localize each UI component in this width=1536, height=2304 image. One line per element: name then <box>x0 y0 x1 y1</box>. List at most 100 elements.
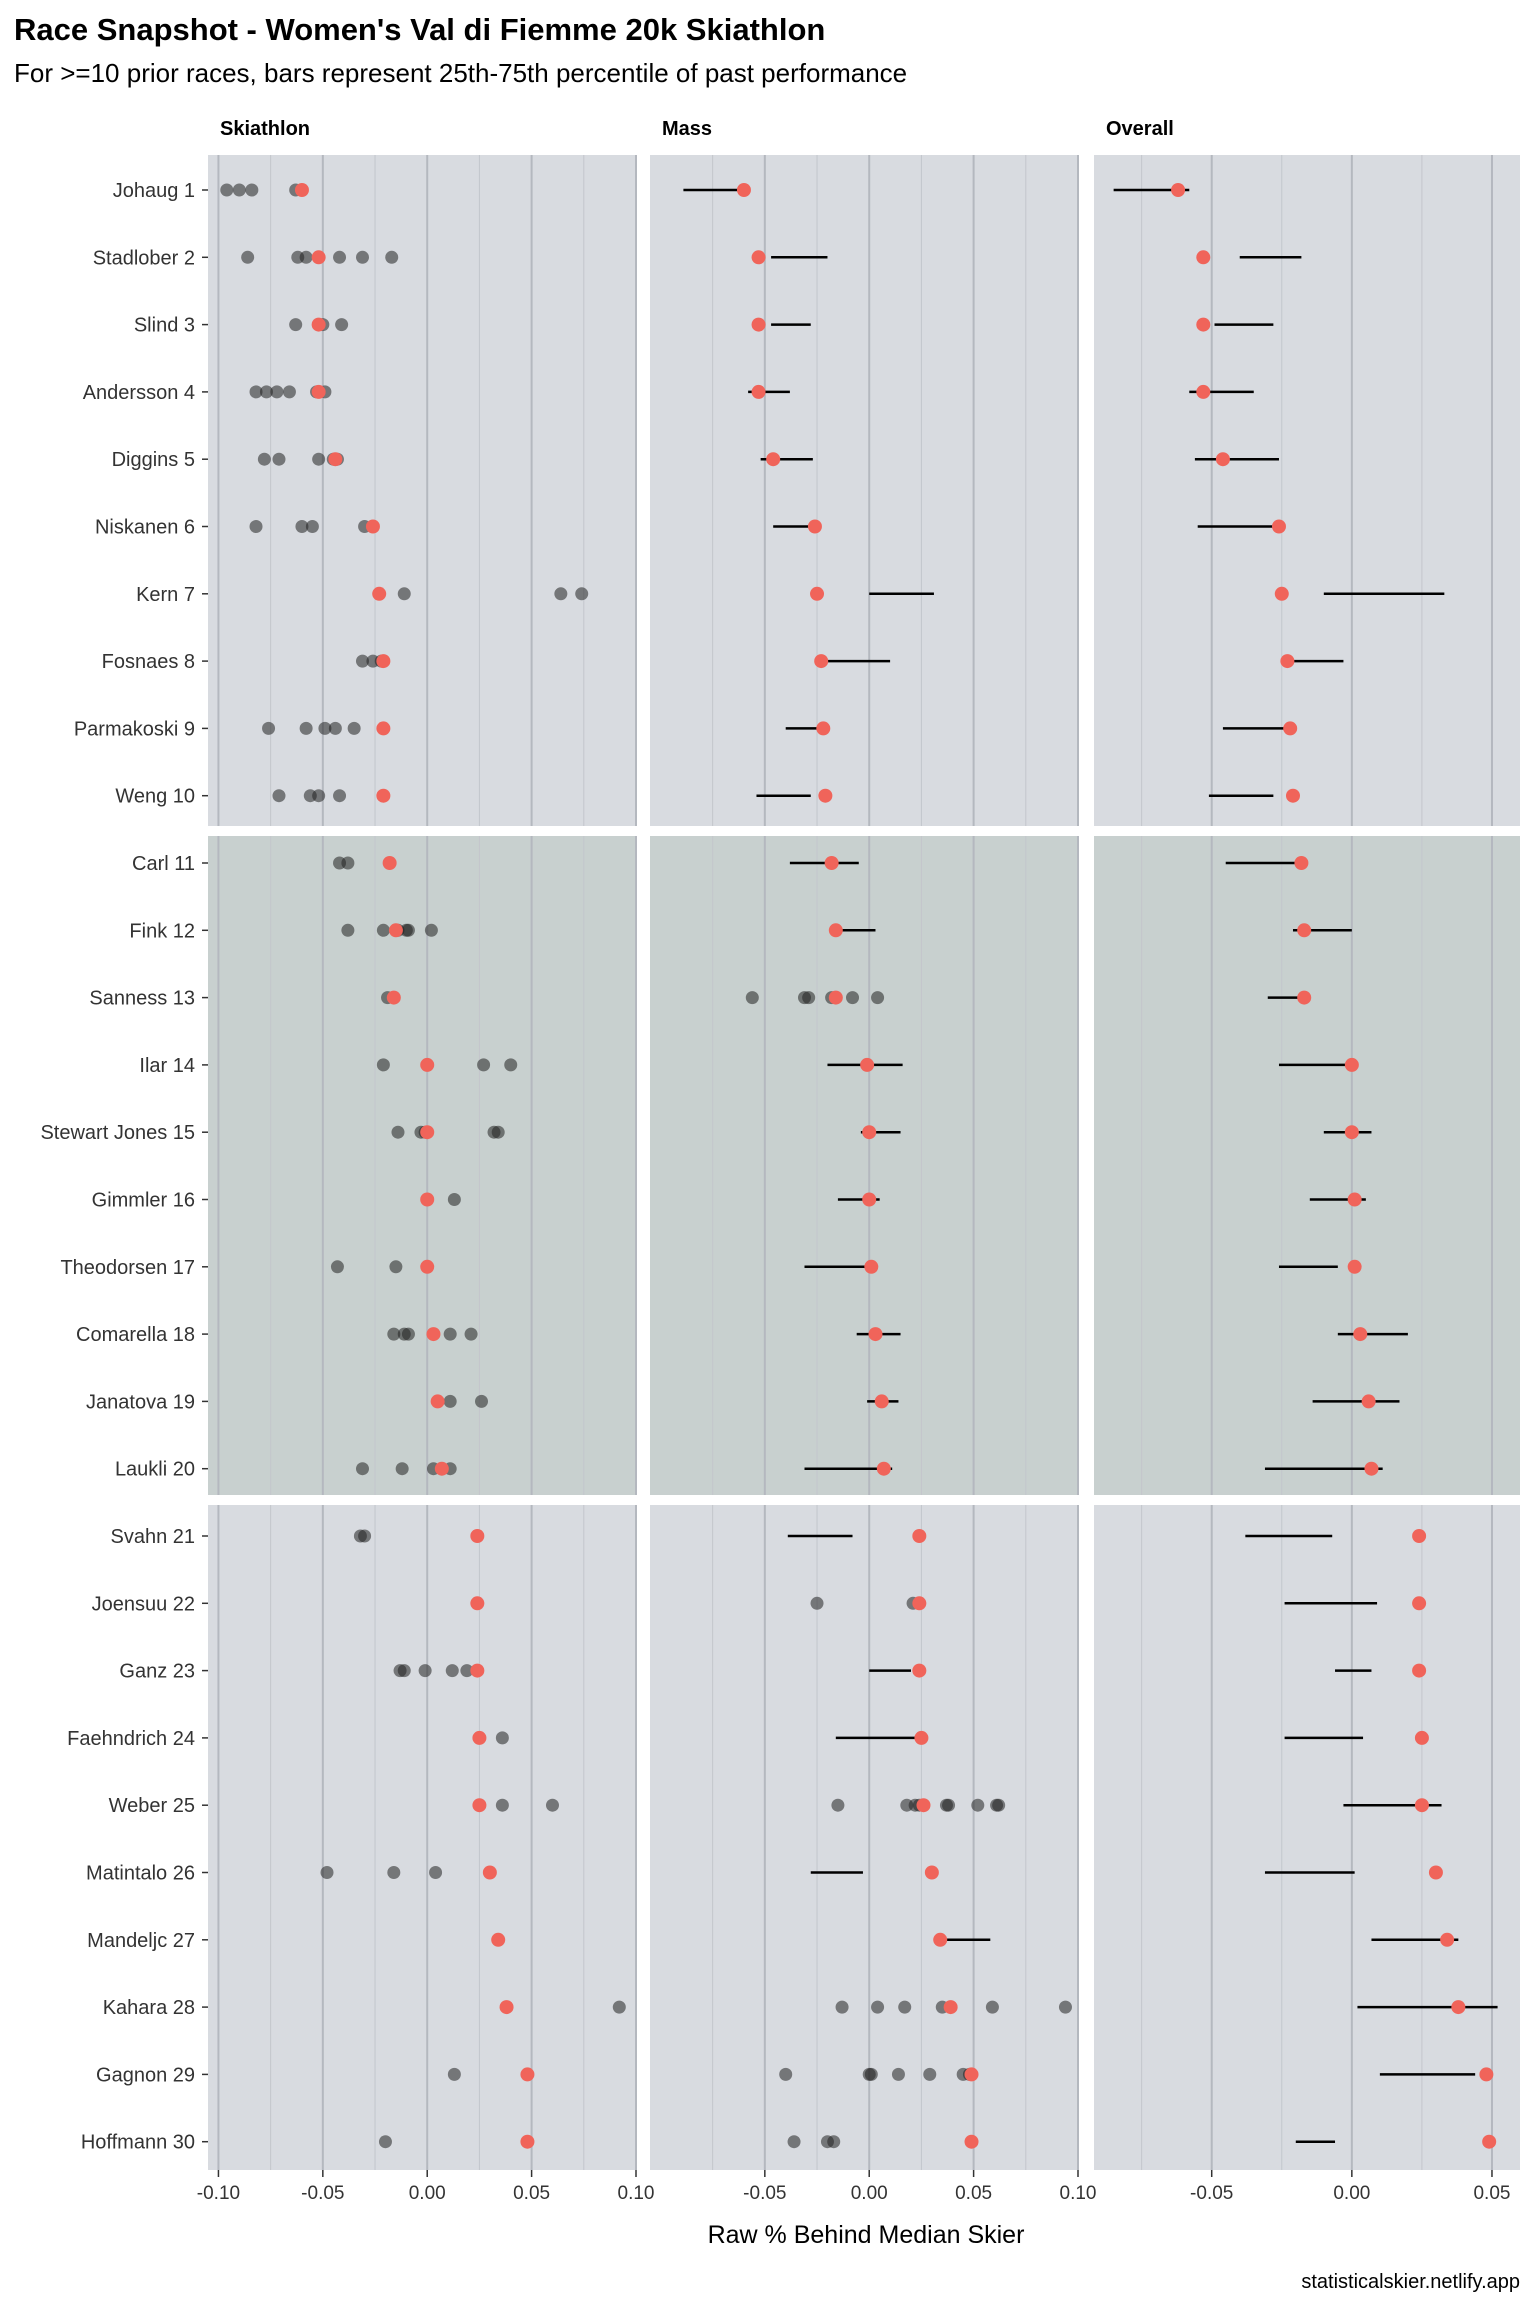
current-result-point <box>828 990 843 1005</box>
skier-label: Svahn 21 <box>110 1526 195 1548</box>
past-result-point <box>387 1866 401 1879</box>
x-tick-label: 0.00 <box>1333 2183 1370 2204</box>
chart-title: Race Snapshot - Women's Val di Fiemme 20… <box>14 12 825 47</box>
skier-label: Matintalo 26 <box>86 1863 195 1885</box>
skier-label: Hoffmann 30 <box>81 2132 195 2154</box>
current-result-point <box>1412 1529 1427 1543</box>
past-result-point <box>395 1462 409 1476</box>
skier-label: Parmakoski 9 <box>74 718 195 740</box>
past-result-point <box>347 721 361 735</box>
current-result-point <box>766 452 781 467</box>
panel-title-mass: Mass <box>662 118 712 140</box>
skier-label: Kahara 28 <box>103 1997 195 2019</box>
current-result-point <box>1440 1932 1455 1947</box>
past-result-point <box>299 721 313 735</box>
past-result-point <box>305 520 319 533</box>
current-result-point <box>472 1798 487 1813</box>
current-result-point <box>924 1865 939 1880</box>
past-result-point <box>871 2000 885 2014</box>
skier-label: Stewart Jones 15 <box>40 1122 195 1144</box>
past-result-point <box>220 183 234 197</box>
current-result-point <box>1414 1798 1429 1813</box>
skier-label: Johaug 1 <box>113 180 195 202</box>
past-result-point <box>249 385 263 399</box>
past-result-point <box>504 1058 518 1072</box>
skier-label: Slind 3 <box>134 315 195 337</box>
past-result-point <box>355 654 369 668</box>
past-result-point <box>241 250 255 264</box>
past-result-point <box>299 250 313 264</box>
past-result-point <box>612 2000 626 2014</box>
x-tick-label: 0.10 <box>618 2183 655 2204</box>
current-result-point <box>1283 721 1298 736</box>
current-result-point <box>1344 1125 1359 1140</box>
current-result-point <box>862 1192 877 1207</box>
current-result-point <box>1280 654 1295 669</box>
past-result-point <box>745 991 759 1005</box>
current-result-point <box>420 1125 435 1140</box>
current-result-point <box>1297 923 1312 938</box>
past-result-point <box>272 789 286 803</box>
skier-label: Sanness 13 <box>89 988 195 1010</box>
past-result-point <box>835 2000 849 2014</box>
current-result-point <box>372 586 387 601</box>
current-result-point <box>807 519 822 534</box>
current-result-point <box>376 788 391 803</box>
panel-background <box>1094 1505 1520 2170</box>
past-result-point <box>831 1798 845 1812</box>
skier-label: Faehndrich 24 <box>67 1728 195 1750</box>
past-result-point <box>864 2067 878 2081</box>
past-result-point <box>447 2067 461 2081</box>
past-result-point <box>245 183 259 197</box>
past-result-point <box>328 721 342 735</box>
x-tick-label: 0.05 <box>1473 2183 1510 2204</box>
current-result-point <box>864 1259 879 1274</box>
current-result-point <box>1215 452 1230 467</box>
past-result-point <box>397 587 411 601</box>
past-result-point <box>477 1058 491 1072</box>
past-result-point <box>391 1125 405 1139</box>
past-result-point <box>401 1327 415 1341</box>
skier-label: Theodorsen 17 <box>60 1257 195 1279</box>
past-result-point <box>333 250 347 264</box>
skier-label: Fosnaes 8 <box>102 651 195 673</box>
current-result-point <box>491 1932 506 1947</box>
panel-title-overall: Overall <box>1106 118 1174 140</box>
past-result-point <box>232 183 246 197</box>
past-result-point <box>289 318 303 332</box>
panel-background <box>650 1505 1078 2170</box>
past-result-point <box>491 1125 505 1139</box>
x-tick-label: -0.05 <box>1190 2183 1233 2204</box>
past-result-point <box>320 1866 334 1879</box>
current-result-point <box>311 384 326 399</box>
past-result-point <box>312 452 326 466</box>
past-result-point <box>445 1664 459 1678</box>
current-result-point <box>1347 1259 1362 1274</box>
current-result-point <box>1451 2000 1466 2015</box>
x-axis-label: Raw % Behind Median Skier <box>708 2221 1025 2249</box>
past-result-point <box>389 1260 403 1274</box>
skier-label: Laukli 20 <box>115 1459 195 1481</box>
panels-layer <box>208 155 1520 2170</box>
current-result-point <box>862 1125 877 1140</box>
past-result-point <box>341 856 355 870</box>
past-result-point <box>418 1664 432 1678</box>
current-result-point <box>933 1932 948 1947</box>
past-result-point <box>827 2135 841 2149</box>
skier-label: Fink 12 <box>129 920 195 942</box>
current-result-point <box>1344 1057 1359 1072</box>
skier-label: Stadlober 2 <box>93 247 195 269</box>
current-result-point <box>1428 1865 1443 1880</box>
current-result-point <box>912 1663 927 1678</box>
current-result-point <box>876 1461 891 1476</box>
skier-label: Gagnon 29 <box>96 2064 195 2086</box>
panel-background <box>208 836 636 1495</box>
past-result-point <box>424 923 438 937</box>
marks-layer <box>220 183 1498 2149</box>
skier-label: Janatova 19 <box>86 1391 195 1413</box>
past-result-point <box>429 1866 443 1879</box>
x-tick-label: 0.00 <box>851 2183 888 2204</box>
current-result-point <box>868 1327 883 1342</box>
past-result-point <box>397 1664 411 1678</box>
current-result-point <box>472 1730 487 1745</box>
